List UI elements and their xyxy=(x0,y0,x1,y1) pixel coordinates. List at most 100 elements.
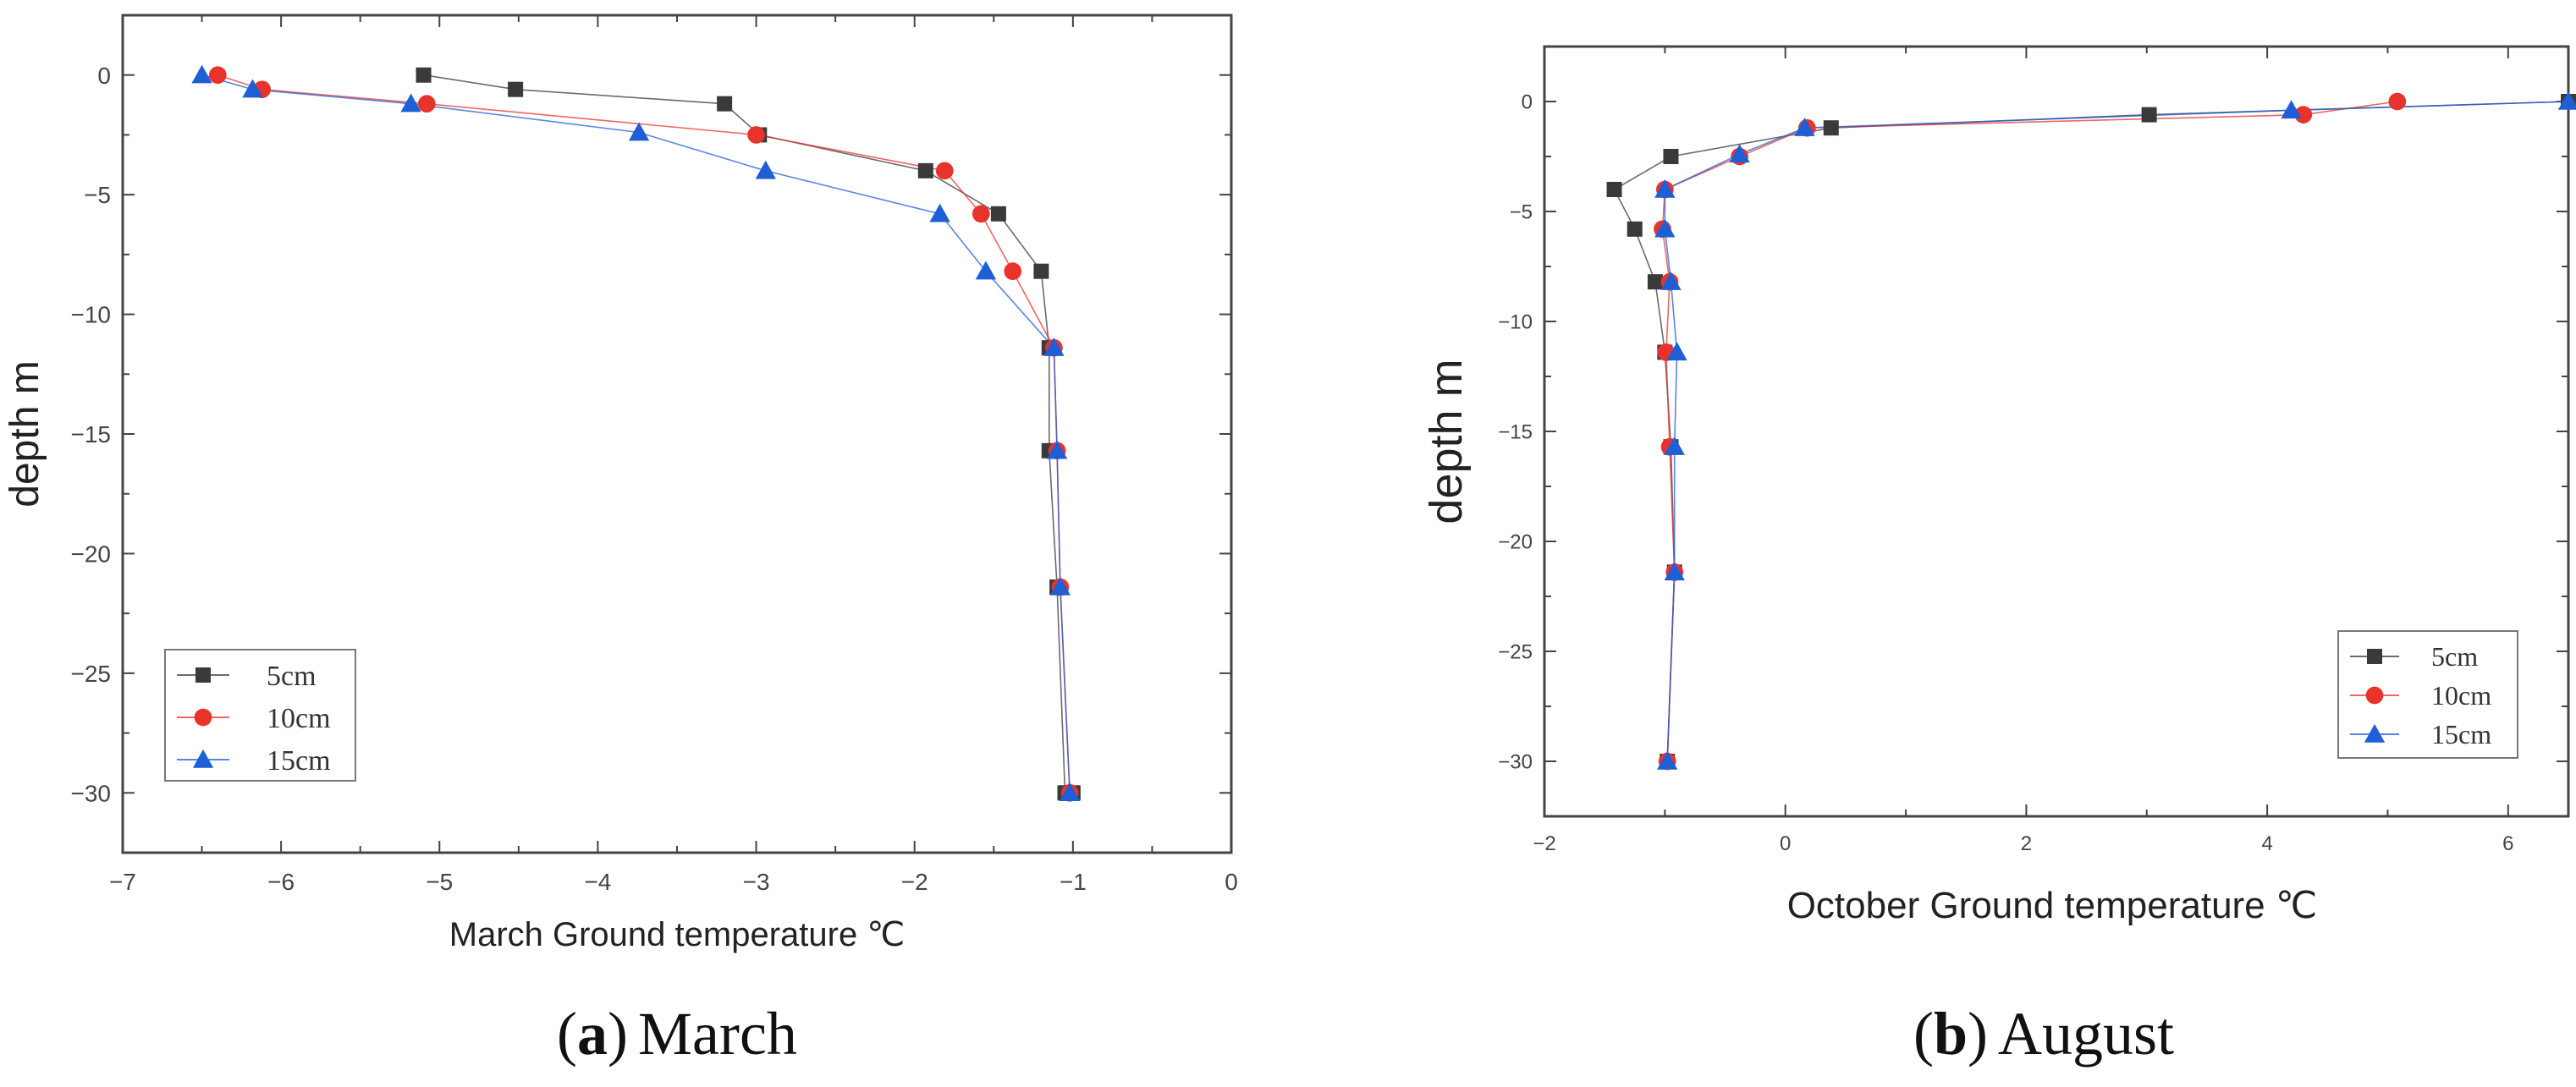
august-data-point xyxy=(1654,178,1676,198)
march-caption-text: March xyxy=(638,1000,797,1068)
august-y-tick-label: −15 xyxy=(1498,421,1533,444)
august-caption: (b) August xyxy=(1913,1000,2174,1068)
march-legend-marker xyxy=(194,708,212,727)
august-legend-marker xyxy=(2364,723,2386,743)
august-data-point xyxy=(2557,91,2576,110)
march-data-point xyxy=(990,206,1006,222)
march-x-axis-label: March Ground temperature ℃ xyxy=(449,916,905,953)
march-data-point xyxy=(975,261,997,280)
march-series-markers xyxy=(191,64,1081,802)
august-y-tick-label: −30 xyxy=(1498,751,1533,774)
march-y-axis-label: depth m xyxy=(3,360,47,507)
march-legend: 5cm 10cm 15cm xyxy=(164,649,356,782)
august-data-point xyxy=(1654,218,1676,238)
august-data-point xyxy=(1627,221,1643,237)
march-series-line-5cm xyxy=(423,74,1073,794)
august-data-point xyxy=(1657,750,1678,770)
march-legend-label: 10cm xyxy=(267,703,331,734)
august-legend-label: 10cm xyxy=(2431,680,2491,711)
august-data-point xyxy=(1664,562,1685,581)
march-data-point xyxy=(1004,262,1022,281)
march-data-point xyxy=(242,79,263,98)
august-data-point xyxy=(1794,118,1815,136)
march-x-tick-label: −5 xyxy=(426,869,453,895)
panel-august: −2 0 2 4 60−5−10−15−20−25−30 October Ground … xyxy=(1421,45,2576,1068)
march-data-point xyxy=(917,162,933,178)
march-caption-letter: a xyxy=(577,1000,608,1068)
august-data-point xyxy=(2141,107,2157,123)
august-x-axis-label: October Ground temperature ℃ xyxy=(1787,885,2318,926)
august-x-tick-label: 0 xyxy=(1780,832,1791,855)
august-data-point xyxy=(2294,106,2313,124)
march-legend-marker xyxy=(192,749,214,768)
august-data-point xyxy=(2388,92,2407,111)
march-y-tick-label: −30 xyxy=(71,780,112,806)
august-y-tick-label: −10 xyxy=(1498,311,1533,334)
march-x-tick-label: 0 xyxy=(1225,869,1238,895)
march-data-point xyxy=(1043,338,1065,356)
march-y-tick-label: −20 xyxy=(71,541,112,568)
august-series-markers xyxy=(1606,91,2576,771)
march-x-tick-label: −6 xyxy=(267,869,294,895)
panel-march: −7 −6 −5 −4 −3 −2 −1 00−5−10−15−20−25−30 March … xyxy=(3,14,1238,1068)
august-caption-text: August xyxy=(1998,1000,2174,1068)
march-legend-marker xyxy=(195,667,211,683)
march-x-tick-label: −4 xyxy=(584,869,611,895)
march-y-tick-label: −15 xyxy=(71,421,112,447)
august-x-tick-label: 6 xyxy=(2502,832,2513,855)
march-data-point xyxy=(191,64,212,84)
march-data-point xyxy=(972,205,990,223)
august-y-tick-label: 0 xyxy=(1522,91,1533,114)
august-legend: 5cm 10cm 15cm xyxy=(2337,630,2518,759)
march-data-point xyxy=(1046,440,1068,459)
august-x-tick-label: −2 xyxy=(1533,832,1555,855)
march-x-tick-label: −2 xyxy=(901,869,928,895)
august-data-point xyxy=(2281,100,2302,119)
august-y-tick-label: −25 xyxy=(1498,641,1533,664)
august-data-point xyxy=(1729,144,1750,163)
august-data-point xyxy=(1666,342,1687,361)
march-y-tick-label: 0 xyxy=(97,63,111,89)
march-x-tick-label: −3 xyxy=(743,869,770,895)
march-data-point xyxy=(508,81,524,97)
march-data-point xyxy=(935,162,954,180)
august-x-tick-label: 2 xyxy=(2021,832,2032,855)
march-data-point xyxy=(1033,263,1049,279)
august-legend-marker xyxy=(2365,686,2384,705)
august-data-point xyxy=(1663,149,1679,164)
august-x-tick-label: 4 xyxy=(2261,832,2272,855)
august-data-point xyxy=(1606,182,1622,197)
august-legend-marker xyxy=(2367,649,2382,664)
march-legend-label: 5cm xyxy=(267,661,316,692)
march-data-point xyxy=(717,96,733,112)
august-caption-letter: b xyxy=(1934,1000,1968,1068)
august-legend-label: 5cm xyxy=(2431,641,2478,672)
march-axis-ticks: −7 −6 −5 −4 −3 −2 −1 00−5−10−15−20−25−30 xyxy=(71,15,1238,895)
march-caption: (a) March xyxy=(557,1000,797,1068)
august-series-line-10cm xyxy=(1661,101,2398,762)
august-data-point xyxy=(1664,436,1685,455)
march-data-point xyxy=(1059,782,1081,802)
march-legend-label: 15cm xyxy=(267,745,331,777)
august-legend-label: 15cm xyxy=(2431,719,2491,749)
march-data-point xyxy=(1049,576,1071,596)
august-y-tick-label: −20 xyxy=(1498,531,1533,554)
august-data-point xyxy=(1647,274,1663,290)
march-x-tick-label: −7 xyxy=(109,869,136,895)
march-y-tick-label: −5 xyxy=(84,182,111,208)
august-y-tick-label: −5 xyxy=(1510,201,1533,224)
august-data-point xyxy=(1823,120,1839,136)
march-data-point xyxy=(208,66,227,85)
august-y-axis-label: depth m xyxy=(1421,359,1472,524)
march-data-point xyxy=(400,93,421,113)
march-data-point xyxy=(929,203,950,222)
march-x-tick-label: −1 xyxy=(1060,869,1087,895)
march-data-point xyxy=(755,160,776,179)
march-y-tick-label: −10 xyxy=(71,302,112,328)
march-data-point xyxy=(417,95,436,113)
march-y-tick-label: −25 xyxy=(71,661,112,687)
march-data-point xyxy=(747,126,765,144)
march-data-point xyxy=(628,122,650,141)
